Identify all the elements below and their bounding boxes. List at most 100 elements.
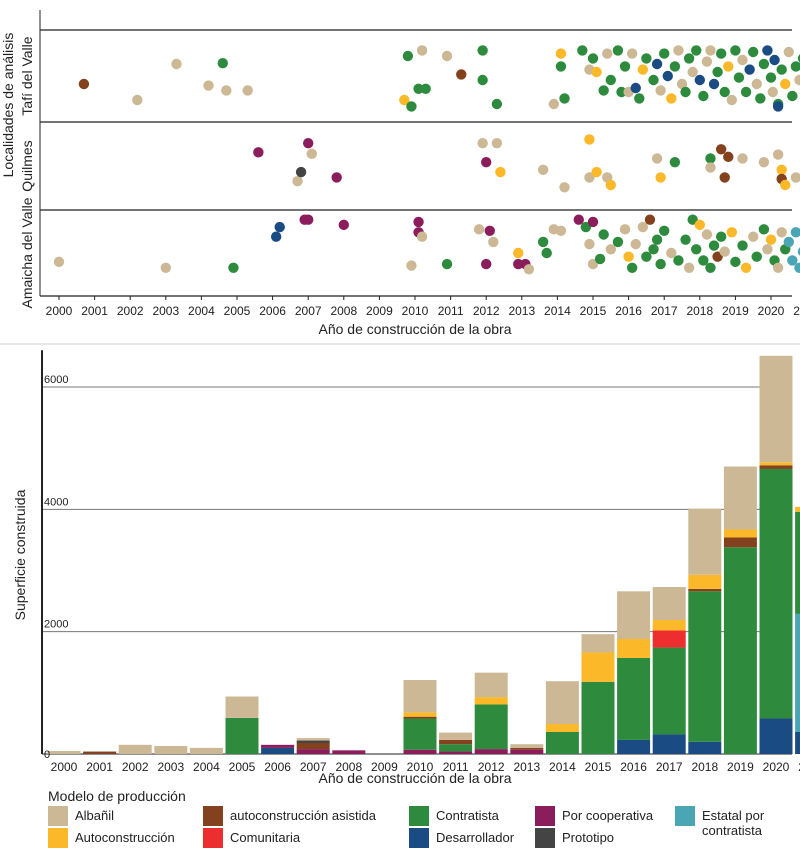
- bar-y-tick-label: 4000: [44, 496, 68, 508]
- scatter-point: [790, 227, 800, 238]
- scatter-point: [730, 256, 741, 268]
- scatter-point: [573, 214, 584, 225]
- scatter-point: [598, 85, 609, 96]
- bar-segment: [403, 712, 437, 717]
- scatter-point: [303, 138, 314, 149]
- scatter-point: [413, 216, 424, 228]
- scatter-point: [680, 86, 691, 98]
- bar-segment: [261, 747, 295, 754]
- bar-y-axis-title: Superficie construida: [12, 489, 28, 620]
- legend-swatch: [409, 806, 429, 826]
- bar-x-tick-label: 2021: [798, 760, 800, 774]
- legend-swatch: [675, 806, 695, 826]
- legend-swatch: [535, 828, 555, 848]
- scatter-point: [644, 214, 656, 225]
- bar-segment: [652, 587, 686, 621]
- scatter-point: [698, 255, 709, 266]
- scatter-x-tick-label: 2012: [473, 304, 500, 318]
- bar-segment: [439, 739, 473, 745]
- scatter-chart: 2000 2001 2002 2003 2004 2005 2006 2007 2008 2009…: [0, 10, 800, 337]
- scatter-point: [203, 80, 214, 91]
- bar-segment: [688, 574, 722, 589]
- bar-segment: [261, 744, 295, 748]
- scatter-point: [473, 224, 485, 235]
- scatter-point: [751, 78, 762, 90]
- scatter-x-tick-label: 2005: [224, 304, 251, 318]
- bar-segment: [403, 749, 437, 754]
- scatter-point: [481, 258, 492, 270]
- scatter-point: [666, 247, 677, 259]
- bar-segment: [403, 679, 437, 713]
- scatter-point: [602, 48, 613, 59]
- bar-segment: [652, 647, 686, 735]
- scatter-point: [687, 214, 698, 225]
- facet-label: Amaicha del Valle: [19, 197, 35, 308]
- bar-x-tick-label: 2008: [335, 760, 362, 774]
- bar-x-tick-label: 2009: [371, 760, 398, 774]
- scatter-point: [737, 153, 748, 164]
- scatter-point: [605, 244, 616, 255]
- scatter-point: [680, 234, 691, 245]
- bar-segment: [723, 547, 757, 754]
- scatter-point: [548, 98, 560, 110]
- bar-segment: [83, 751, 117, 754]
- scatter-point: [456, 69, 467, 80]
- scatter-point: [659, 48, 670, 59]
- bar-segment: [189, 747, 223, 754]
- scatter-point: [53, 256, 65, 268]
- scatter-x-tick-label: 2015: [580, 304, 607, 318]
- legend-label: Albañil: [75, 808, 115, 823]
- scatter-point: [712, 251, 723, 262]
- scatter-point: [659, 225, 670, 236]
- bar-segment: [652, 620, 686, 631]
- scatter-point: [719, 86, 730, 98]
- bar-x-tick-label: 2020: [763, 760, 790, 774]
- scatter-point: [630, 238, 641, 250]
- scatter-point: [637, 221, 649, 233]
- scatter-point: [790, 61, 800, 72]
- scatter-point: [555, 48, 567, 59]
- bar-segment: [688, 588, 722, 592]
- bar-x-tick-label: 2007: [300, 760, 327, 774]
- scatter-point: [765, 234, 777, 245]
- bar-x-tick-label: 2010: [407, 760, 434, 774]
- scatter-point: [559, 93, 570, 104]
- legend-label: Por cooperativa: [562, 808, 654, 823]
- scatter-point: [737, 54, 748, 66]
- bar-segment: [581, 652, 615, 682]
- scatter-x-tick-label: 2019: [722, 304, 749, 318]
- scatter-point: [331, 172, 342, 183]
- scatter-point: [217, 58, 228, 69]
- scatter-point: [776, 64, 787, 75]
- bar-segment: [474, 704, 508, 750]
- bar-segment: [617, 591, 651, 640]
- scatter-point: [491, 138, 503, 149]
- legend-swatch: [535, 806, 555, 826]
- scatter-point: [673, 45, 684, 56]
- scatter-point: [477, 74, 488, 86]
- bar-segment: [225, 717, 259, 754]
- scatter-point: [587, 53, 599, 64]
- bar-segment: [474, 697, 508, 705]
- bar-x-tick-label: 2004: [193, 760, 220, 774]
- scatter-point: [676, 78, 688, 90]
- bar-y-tick-label: 6000: [44, 374, 68, 386]
- scatter-point: [694, 74, 705, 86]
- scatter-point: [634, 93, 645, 104]
- scatter-point: [712, 66, 723, 78]
- scatter-point: [794, 262, 800, 273]
- bar-segment: [545, 724, 579, 732]
- bar-segment: [759, 462, 793, 466]
- scatter-x-tick-label: 2016: [615, 304, 642, 318]
- scatter-x-tick-label: 2018: [686, 304, 713, 318]
- scatter-point: [737, 240, 748, 251]
- scatter-x-tick-label: 2002: [117, 304, 144, 318]
- scatter-point: [780, 78, 791, 90]
- scatter-point: [726, 94, 738, 106]
- scatter-point: [723, 151, 734, 163]
- bar-x-tick-label: 2011: [443, 760, 469, 774]
- bar-segment: [296, 738, 330, 741]
- scatter-point: [295, 166, 307, 178]
- scatter-point: [705, 153, 716, 164]
- scatter-point: [719, 246, 730, 257]
